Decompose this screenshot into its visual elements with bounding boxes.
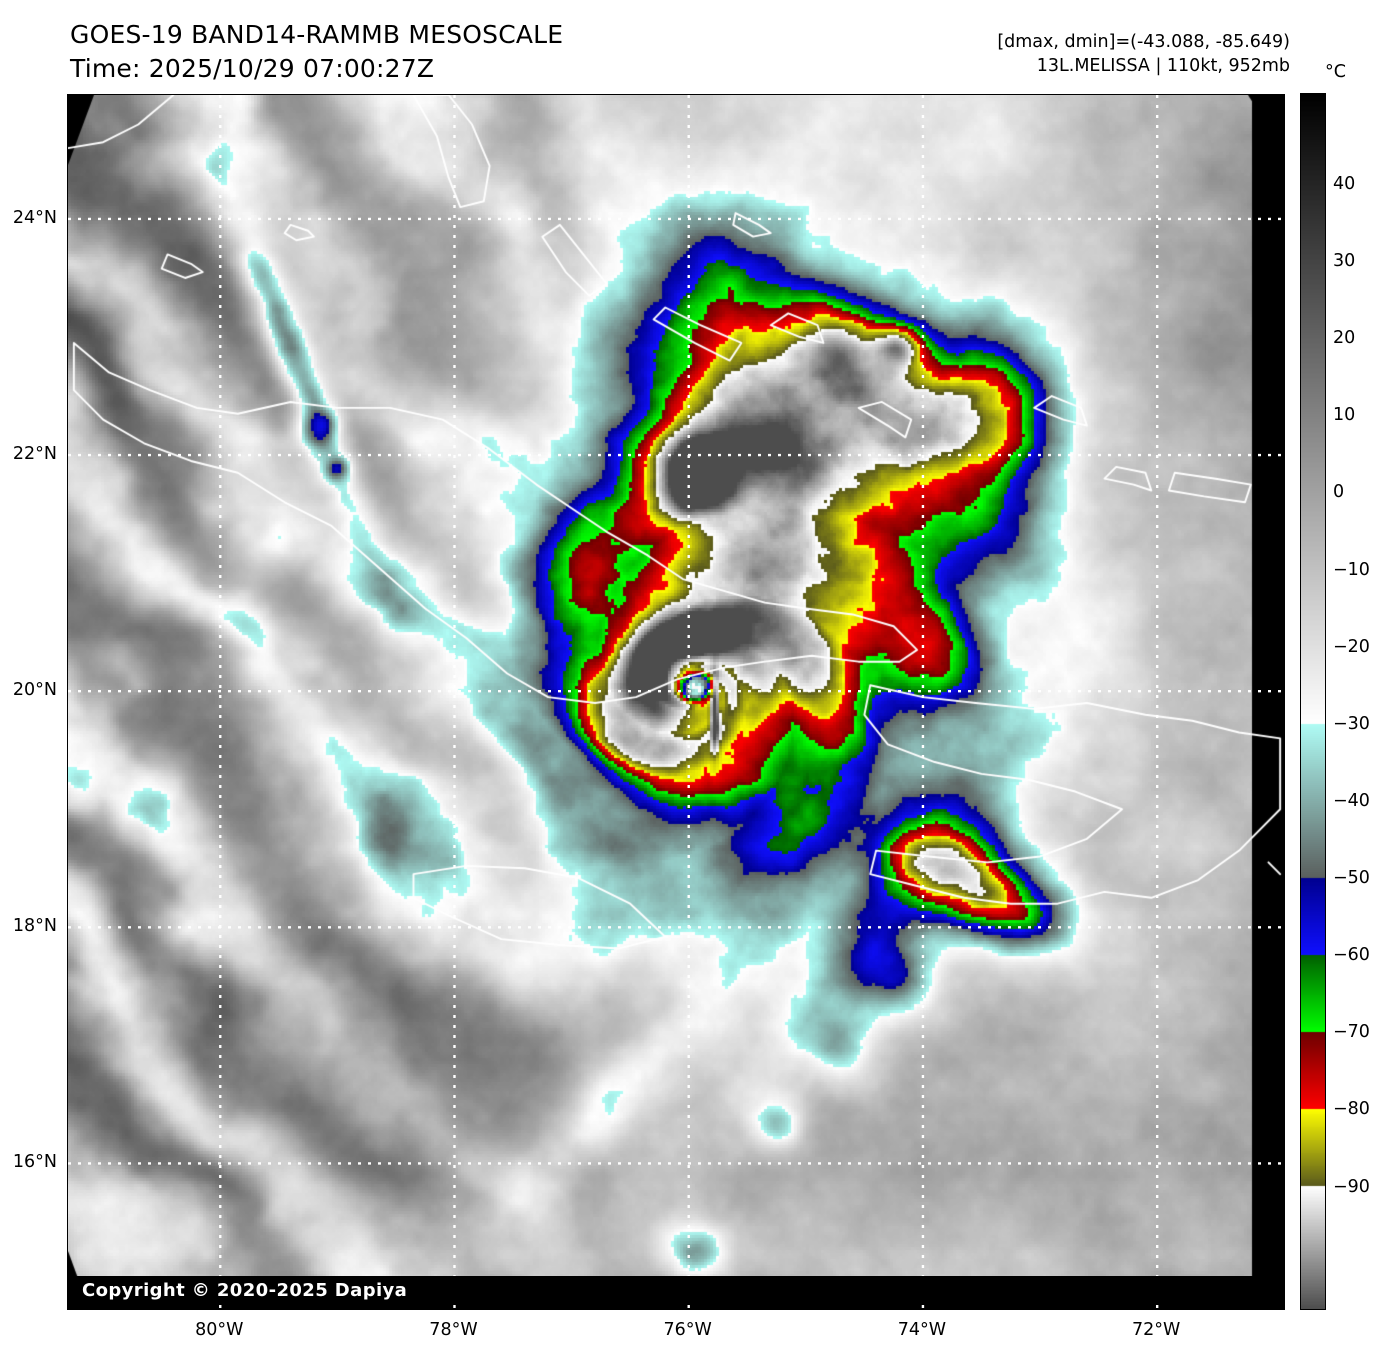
header-left-block: GOES-19 BAND14-RAMMB MESOSCALE Time: 202… <box>70 18 563 86</box>
colorbar-tick-11: −70 <box>1333 1022 1370 1043</box>
colorbar-tick-12: −80 <box>1333 1099 1370 1120</box>
header-right-block: [dmax, dmin]=(-43.088, -85.649) 13L.MELI… <box>997 30 1290 78</box>
dmax-dmin-label: [dmax, dmin]=(-43.088, -85.649) <box>997 32 1290 52</box>
lon-tick-2: 76°W <box>663 1320 712 1340</box>
colorbar-tick-3: 10 <box>1333 405 1356 426</box>
lat-tick-4: 16°N <box>12 1152 57 1173</box>
lat-tick-3: 18°N <box>12 916 57 937</box>
satellite-ir-imagery <box>68 95 1284 1309</box>
timestamp-label: Time: 2025/10/29 07:00:27Z <box>70 54 435 83</box>
satellite-image-plot[interactable]: Copyright © 2020-2025 Dapiya <box>67 94 1285 1310</box>
colorbar-tick-4: 0 <box>1333 482 1345 503</box>
colorbar-tick-1: 30 <box>1333 251 1356 272</box>
colorbar-tick-2: 20 <box>1333 328 1356 349</box>
colorbar-tick-0: 40 <box>1333 174 1356 194</box>
lon-tick-3: 74°W <box>897 1320 947 1340</box>
lat-lon-gridlines <box>68 95 1284 1309</box>
lat-tick-1: 22°N <box>12 444 57 465</box>
page-title: GOES-19 BAND14-RAMMB MESOSCALE <box>70 20 564 49</box>
colorbar-gradient <box>1300 93 1326 1310</box>
lon-tick-4: 72°W <box>1132 1320 1181 1340</box>
colorbar-tick-9: −50 <box>1333 868 1370 889</box>
copyright-text: Copyright © 2020-2025 Dapiya <box>82 1279 408 1301</box>
colorbar-tick-8: −40 <box>1333 790 1370 811</box>
lat-tick-2: 20°N <box>12 680 57 701</box>
copyright-banner: Copyright © 2020-2025 Dapiya <box>68 1276 1284 1304</box>
lon-tick-1: 78°W <box>429 1320 478 1340</box>
storm-info-label: 13L.MELISSA | 110kt, 952mb <box>1036 56 1290 76</box>
colorbar-tick-7: −30 <box>1333 713 1370 734</box>
lat-tick-0: 24°N <box>12 207 57 228</box>
colorbar-tick-10: −60 <box>1333 945 1370 966</box>
colorbar[interactable] <box>1300 93 1326 1310</box>
lon-tick-0: 80°W <box>195 1320 244 1340</box>
colorbar-frame <box>1300 93 1326 1310</box>
colorbar-units-label: °C <box>1325 62 1346 82</box>
colorbar-tick-5: −10 <box>1333 559 1370 580</box>
colorbar-tick-13: −90 <box>1333 1176 1370 1197</box>
colorbar-tick-6: −20 <box>1333 636 1370 657</box>
